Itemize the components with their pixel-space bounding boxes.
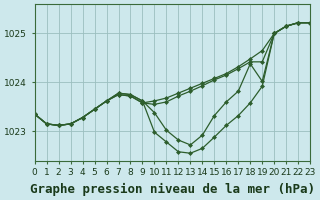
X-axis label: Graphe pression niveau de la mer (hPa): Graphe pression niveau de la mer (hPa) — [30, 183, 315, 196]
